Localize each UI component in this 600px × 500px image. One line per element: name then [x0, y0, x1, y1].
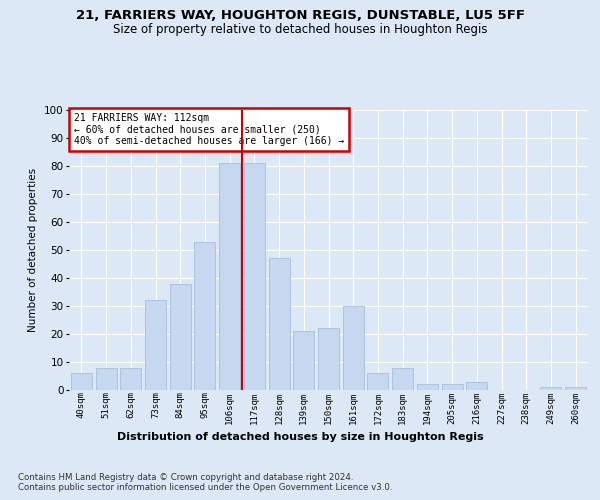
Bar	[417, 384, 438, 390]
Text: Size of property relative to detached houses in Houghton Regis: Size of property relative to detached ho…	[113, 22, 487, 36]
Bar	[71, 373, 92, 390]
Bar	[194, 242, 215, 390]
Text: Contains HM Land Registry data © Crown copyright and database right 2024.: Contains HM Land Registry data © Crown c…	[18, 472, 353, 482]
Text: 21 FARRIERS WAY: 112sqm
← 60% of detached houses are smaller (250)
40% of semi-d: 21 FARRIERS WAY: 112sqm ← 60% of detache…	[74, 113, 344, 146]
Bar	[442, 384, 463, 390]
Bar	[343, 306, 364, 390]
Bar	[269, 258, 290, 390]
Bar	[219, 163, 240, 390]
Bar	[170, 284, 191, 390]
Text: 21, FARRIERS WAY, HOUGHTON REGIS, DUNSTABLE, LU5 5FF: 21, FARRIERS WAY, HOUGHTON REGIS, DUNSTA…	[76, 9, 524, 22]
Bar	[541, 387, 562, 390]
Bar	[367, 373, 388, 390]
Y-axis label: Number of detached properties: Number of detached properties	[28, 168, 38, 332]
Bar	[120, 368, 141, 390]
Bar	[392, 368, 413, 390]
Text: Distribution of detached houses by size in Houghton Regis: Distribution of detached houses by size …	[116, 432, 484, 442]
Bar	[244, 163, 265, 390]
Bar	[293, 331, 314, 390]
Bar	[95, 368, 116, 390]
Bar	[145, 300, 166, 390]
Bar	[466, 382, 487, 390]
Bar	[565, 387, 586, 390]
Bar	[318, 328, 339, 390]
Text: Contains public sector information licensed under the Open Government Licence v3: Contains public sector information licen…	[18, 484, 392, 492]
